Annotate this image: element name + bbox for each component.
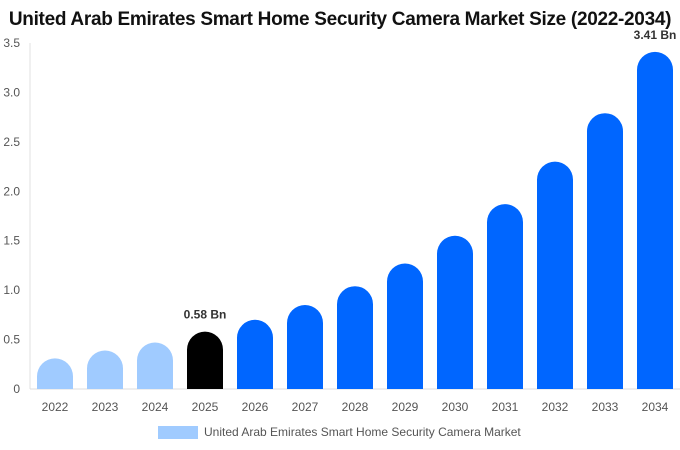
- y-tick-label: 0: [13, 382, 20, 396]
- x-tick-label: 2030: [442, 400, 469, 414]
- bar-2034: [637, 51, 673, 389]
- x-tick-label: 2022: [42, 400, 69, 414]
- bar-2027: [287, 304, 323, 389]
- chart-title: United Arab Emirates Smart Home Security…: [8, 9, 672, 30]
- bar-2031: [487, 204, 523, 389]
- bar-2032: [537, 161, 573, 389]
- data-label-2034: 3.41 Bn: [634, 28, 677, 42]
- bar-2023: [87, 350, 123, 389]
- x-tick-label: 2032: [542, 400, 569, 414]
- x-tick-label: 2027: [292, 400, 319, 414]
- y-tick-label: 3.5: [3, 36, 20, 50]
- x-tick-label: 2028: [342, 400, 369, 414]
- y-tick-label: 3.0: [3, 85, 20, 99]
- bar-2029: [387, 263, 423, 389]
- bar-2024: [137, 342, 173, 389]
- legend-label: United Arab Emirates Smart Home Security…: [204, 425, 521, 439]
- y-tick-label: 1.5: [3, 234, 20, 248]
- x-tick-label: 2031: [492, 400, 519, 414]
- x-tick-label: 2025: [192, 400, 219, 414]
- x-tick-label: 2033: [592, 400, 619, 414]
- bar-2030: [437, 235, 473, 389]
- x-tick-label: 2034: [642, 400, 669, 414]
- y-tick-label: 2.0: [3, 184, 20, 198]
- x-tick-label: 2024: [142, 400, 169, 414]
- y-tick-label: 2.5: [3, 135, 20, 149]
- y-tick-label: 0.5: [3, 333, 20, 347]
- y-tick-label: 1.0: [3, 283, 20, 297]
- x-tick-label: 2029: [392, 400, 419, 414]
- legend: United Arab Emirates Smart Home Security…: [158, 425, 521, 439]
- legend-swatch: [158, 425, 198, 439]
- data-label-2025: 0.58 Bn: [184, 308, 227, 322]
- bar-2022: [37, 358, 73, 389]
- bar-2028: [337, 286, 373, 389]
- x-tick-label: 2026: [242, 400, 269, 414]
- bar-2025: [187, 331, 223, 389]
- bar-2033: [587, 113, 623, 389]
- x-tick-label: 2023: [92, 400, 119, 414]
- bar-2026: [237, 319, 273, 389]
